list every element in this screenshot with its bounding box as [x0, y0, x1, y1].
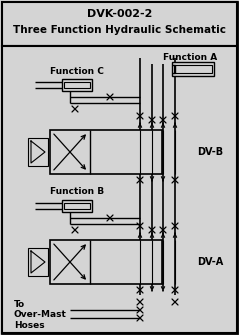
Bar [64, 82, 90, 88]
Text: Function A: Function A [163, 53, 217, 62]
Text: To
Over-Mast
Hoses: To Over-Mast Hoses [14, 300, 67, 330]
Bar [64, 203, 90, 209]
Text: Function B: Function B [50, 188, 104, 197]
Bar [2, 2, 237, 46]
Bar [50, 240, 162, 284]
Text: DVK-002-2: DVK-002-2 [87, 9, 152, 19]
Text: DV-B: DV-B [197, 147, 223, 157]
Bar [62, 200, 92, 212]
Bar [62, 79, 92, 91]
Text: DV-A: DV-A [197, 257, 223, 267]
Bar [172, 62, 214, 76]
Bar [28, 248, 48, 276]
Bar [174, 65, 212, 73]
Text: Three Function Hydraulic Schematic: Three Function Hydraulic Schematic [13, 25, 226, 35]
Bar [28, 138, 48, 166]
Bar [50, 130, 162, 174]
Bar [2, 46, 237, 333]
Text: Function C: Function C [50, 67, 104, 75]
